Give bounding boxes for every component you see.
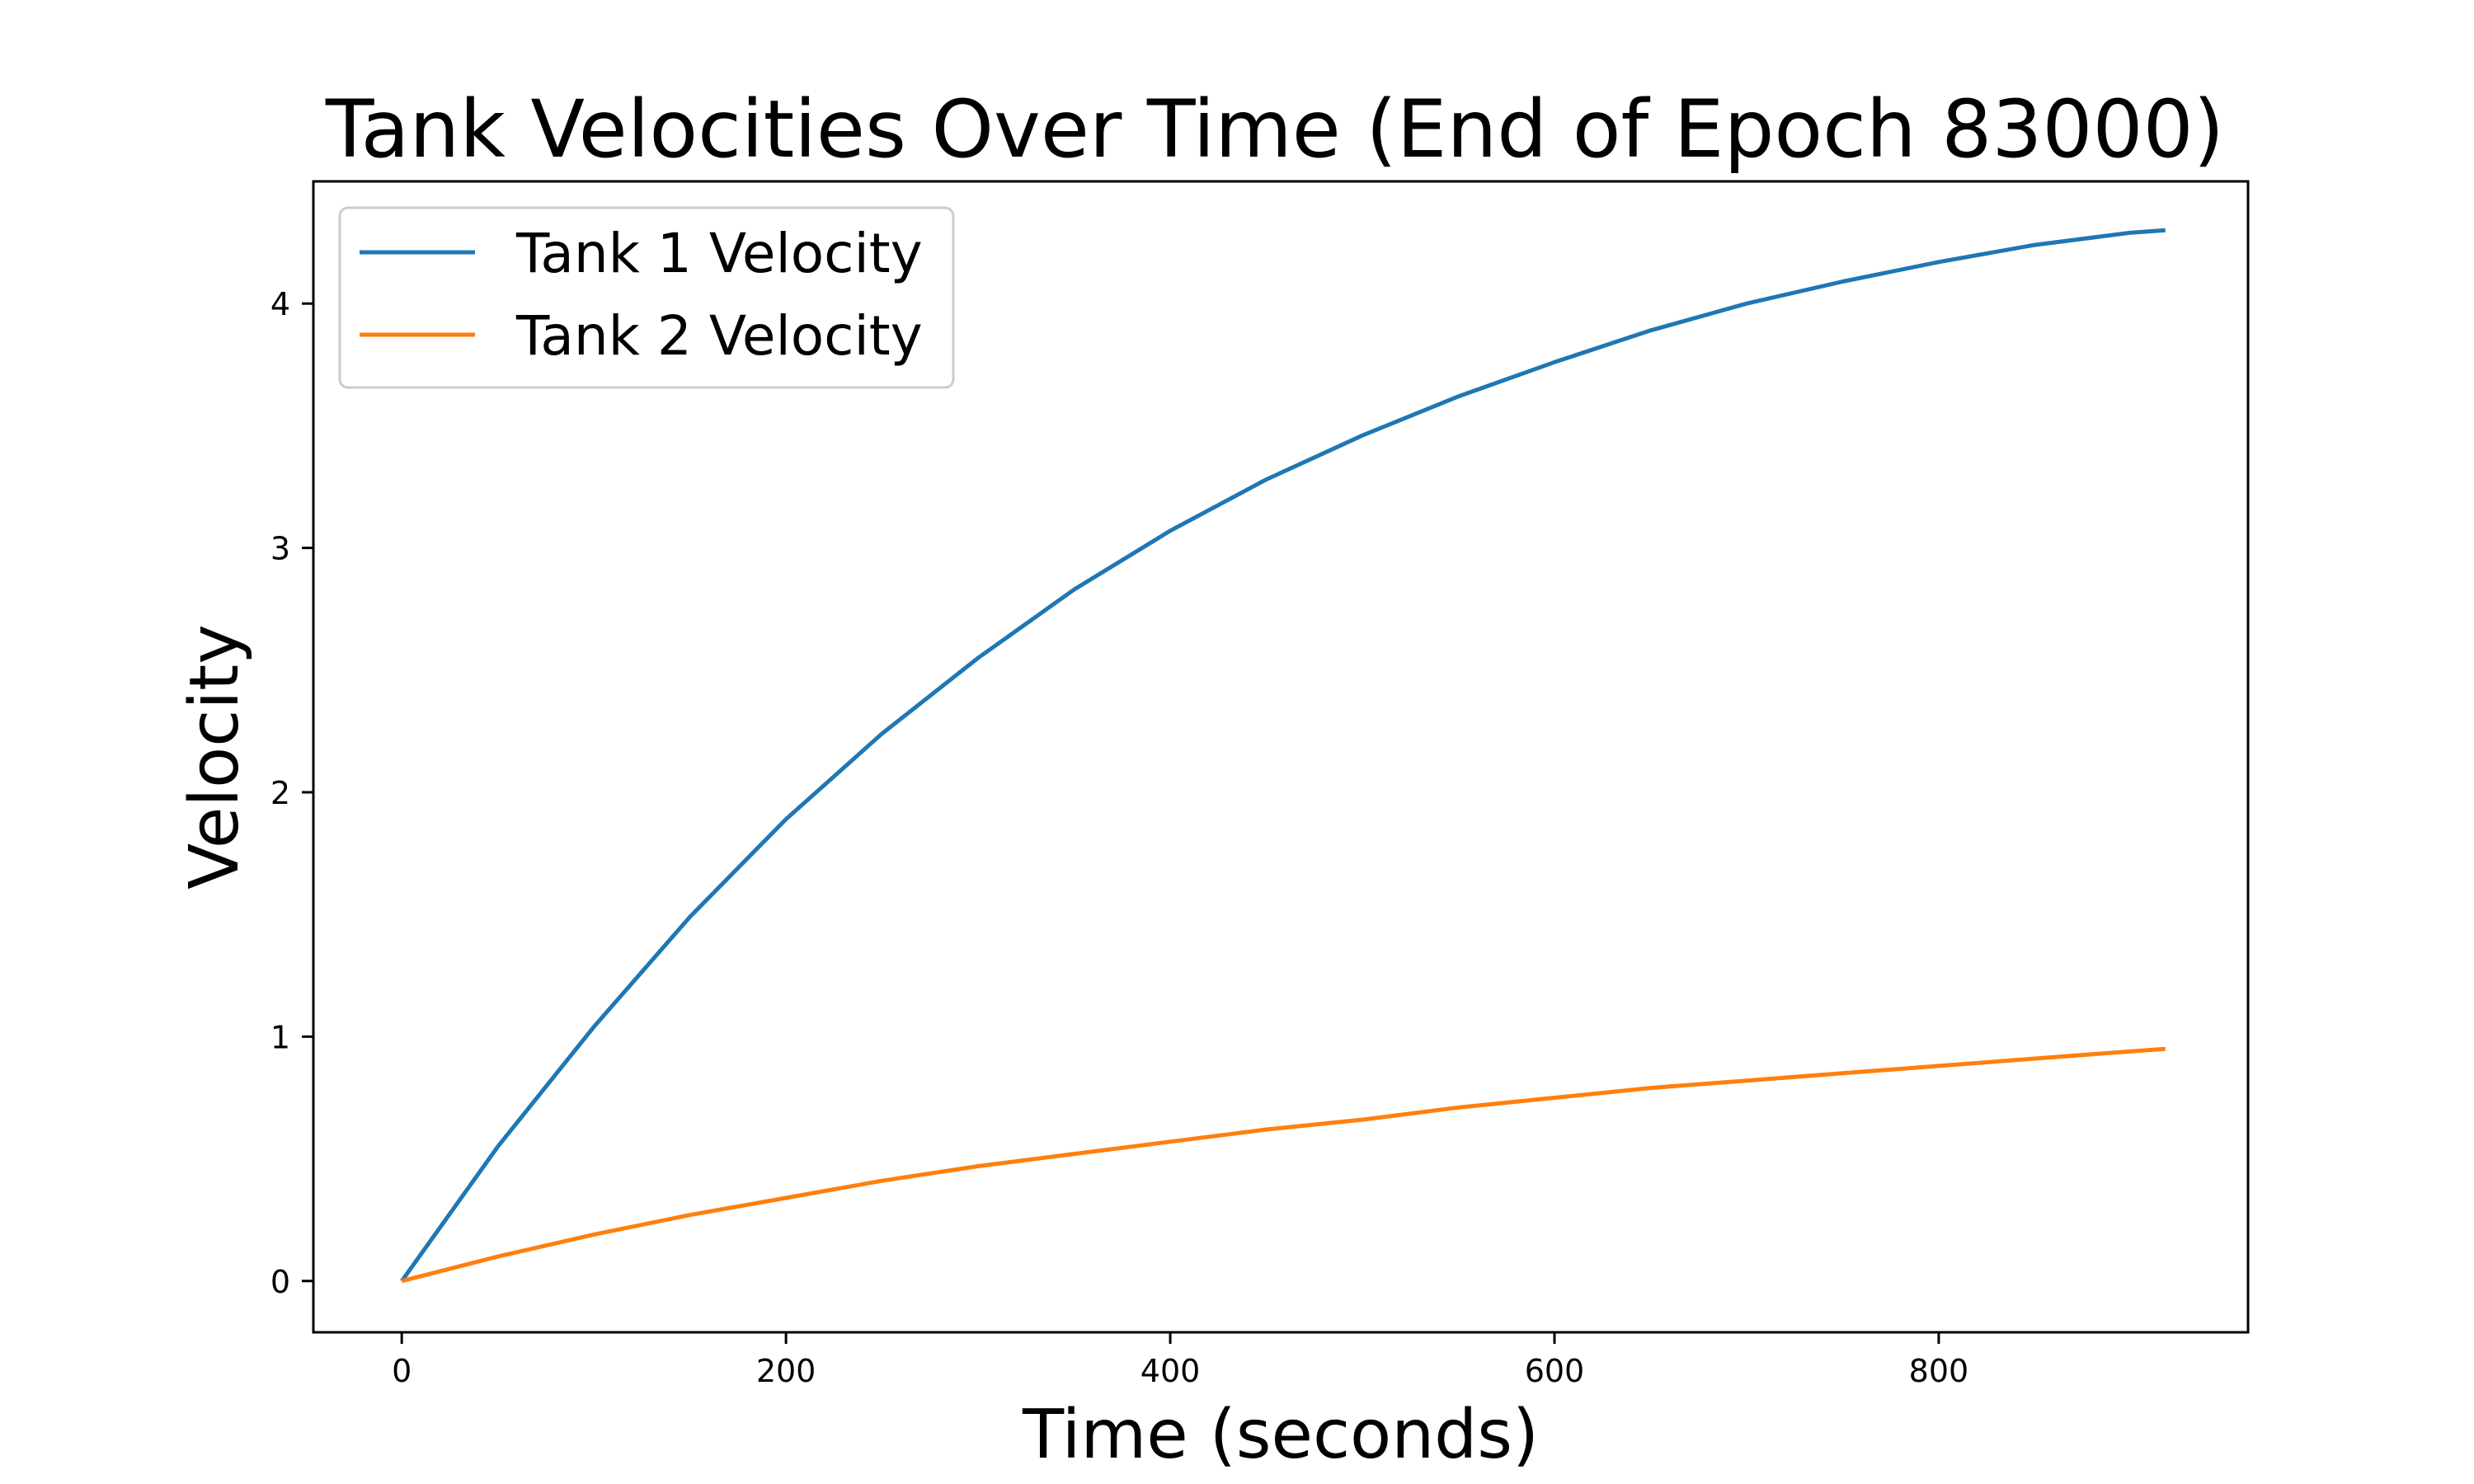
series-line-tank-2	[401, 1046, 2166, 1284]
x-tick-label: 0	[392, 1353, 412, 1389]
x-axis: 0 200 400 600 800	[392, 1332, 1968, 1389]
legend-label-tank-1: Tank 1 Velocity	[515, 222, 923, 285]
y-axis: 0 1 2 3 4	[270, 286, 313, 1300]
x-tick-label: 800	[1909, 1353, 1969, 1389]
y-tick-label: 0	[270, 1264, 290, 1300]
y-tick-label: 4	[270, 286, 290, 322]
plot-area-frame	[312, 180, 2250, 1334]
y-tick-label: 3	[270, 531, 290, 567]
x-tick-label: 400	[1141, 1353, 1201, 1389]
series-line-tank-1	[400, 228, 2166, 1283]
y-tick-label: 1	[270, 1019, 290, 1055]
x-tick-label: 600	[1525, 1353, 1585, 1389]
legend: Tank 1 Velocity Tank 2 Velocity	[338, 206, 955, 389]
x-tick-label: 200	[756, 1353, 816, 1389]
series-layer	[400, 228, 2166, 1284]
legend-box	[338, 206, 955, 389]
legend-label-tank-2: Tank 2 Velocity	[515, 304, 923, 368]
x-axis-label: Time (seconds)	[1022, 1396, 1539, 1474]
y-tick-label: 2	[270, 775, 290, 811]
y-axis-label: Velocity	[176, 624, 254, 890]
chart-title: Tank Velocities Over Time (End of Epoch …	[325, 83, 2224, 176]
